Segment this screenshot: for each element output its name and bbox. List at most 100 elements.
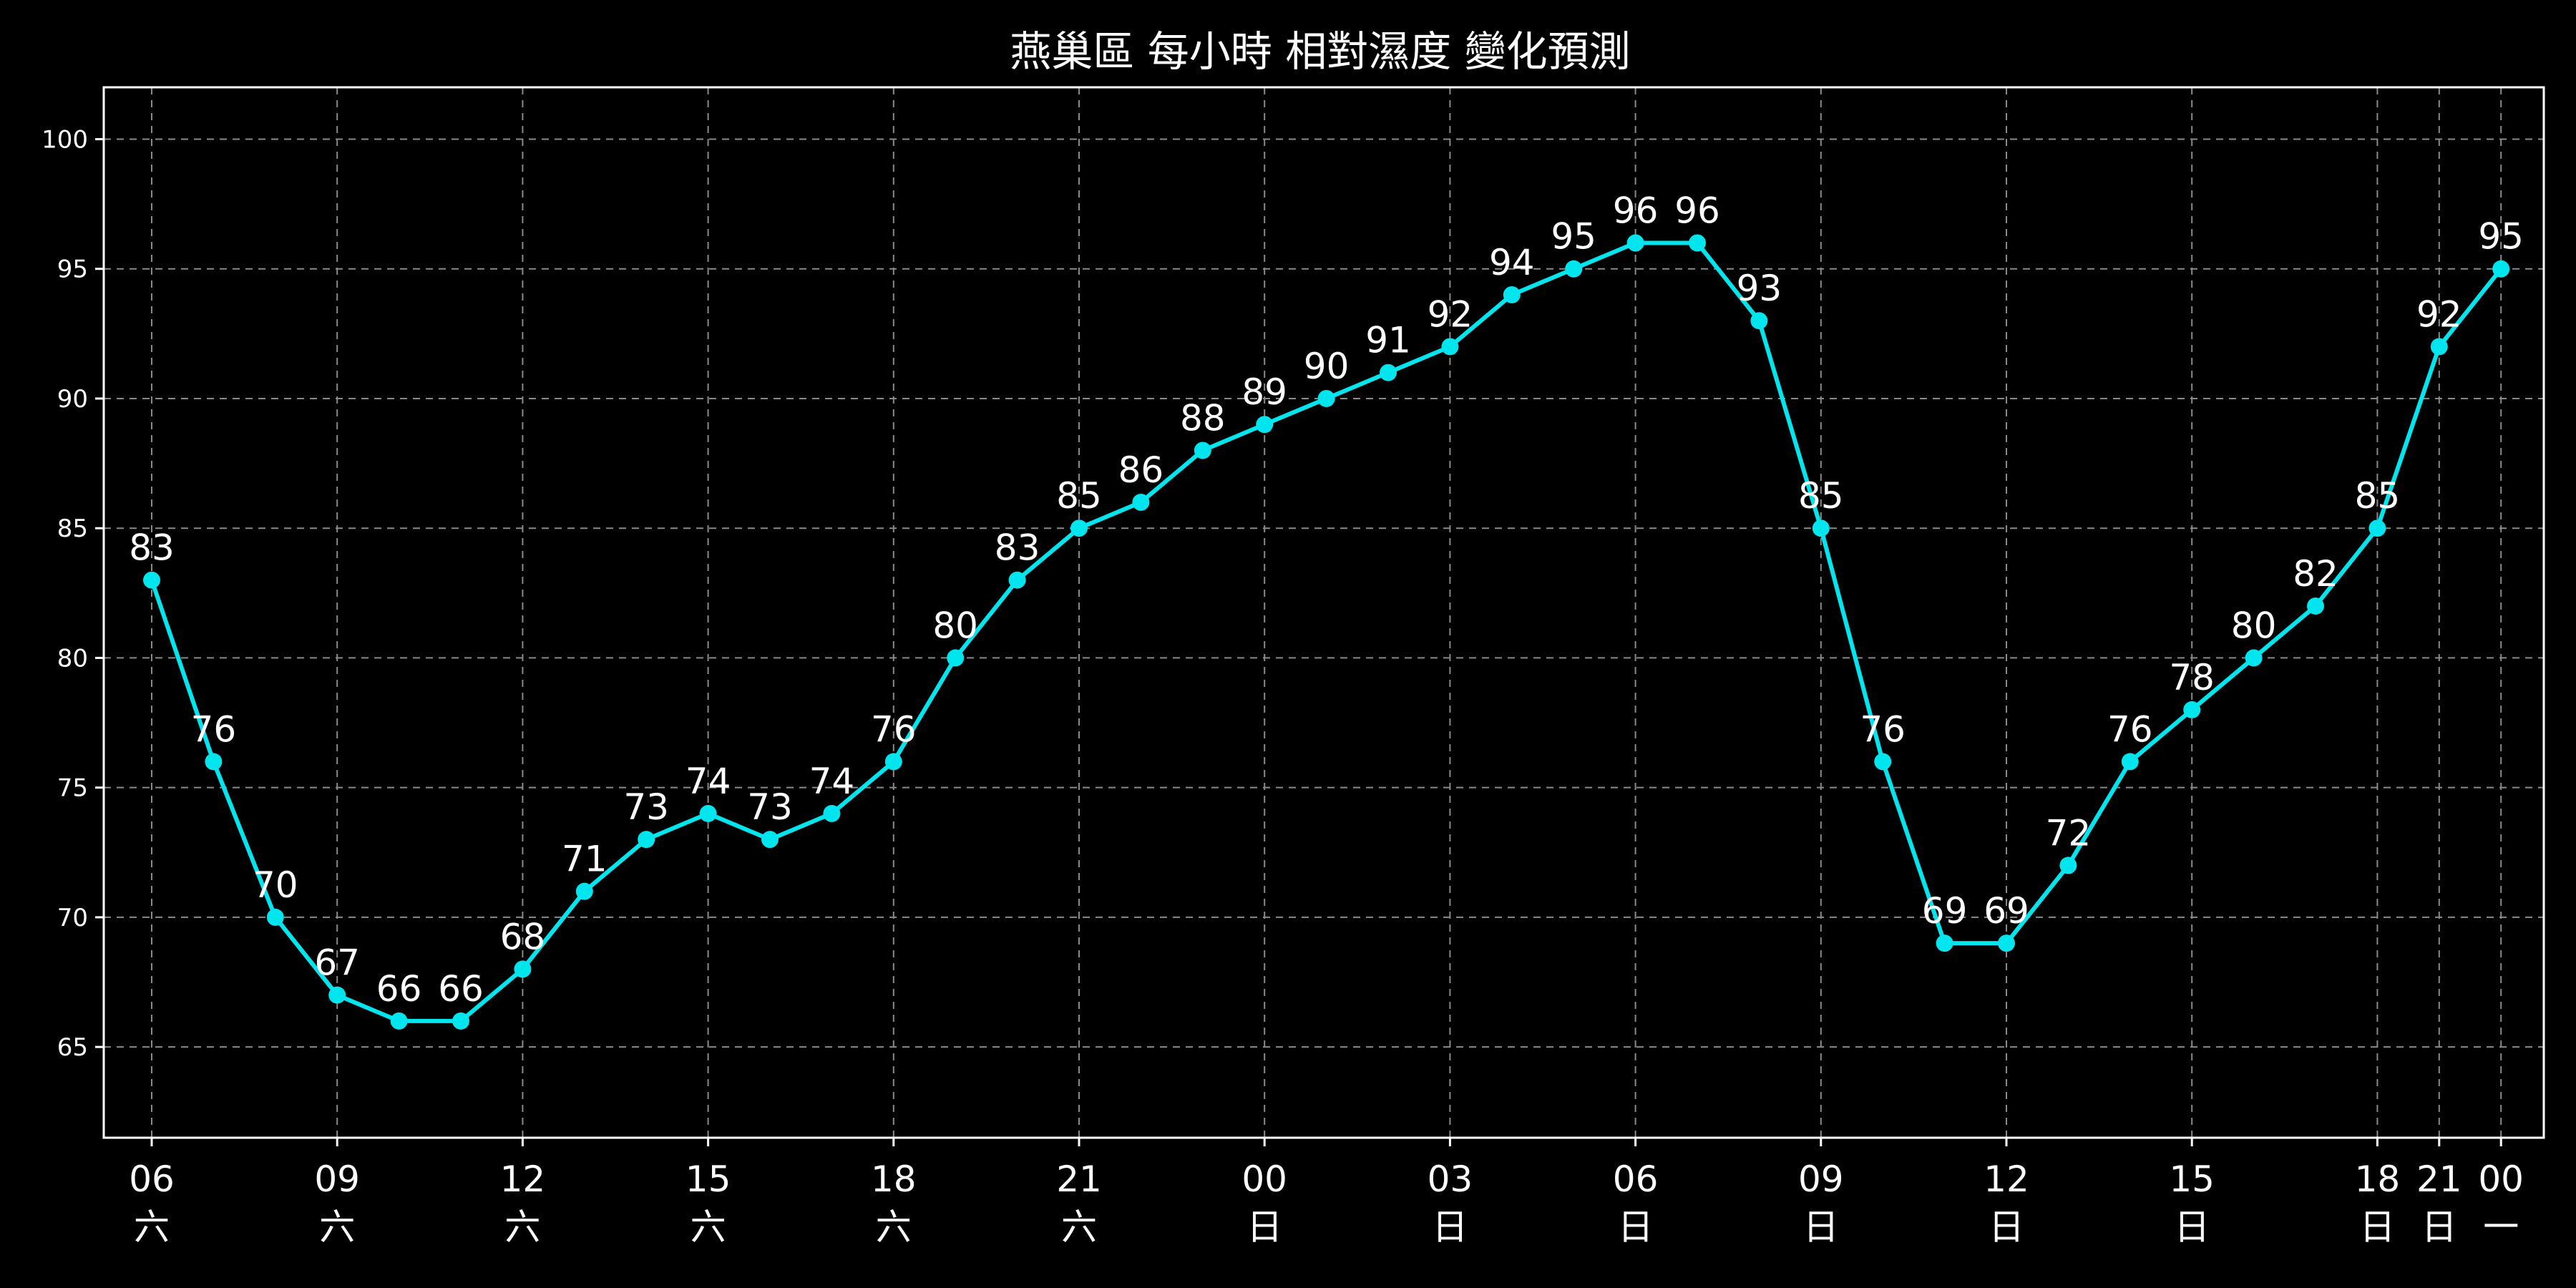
data-point [1750,312,1768,330]
data-label: 82 [2293,553,2338,595]
data-point [2492,260,2510,278]
data-point [1132,493,1150,511]
x-tick-day-label: 日 [1246,1206,1282,1248]
data-label: 86 [1118,449,1164,491]
data-label: 83 [129,527,175,569]
data-point [1194,441,1211,459]
data-label: 76 [1860,708,1906,750]
data-point [884,753,902,771]
data-label: 91 [1365,320,1411,361]
data-point [2368,519,2386,537]
data-point [328,986,346,1004]
data-point [1689,234,1706,252]
y-tick-label: 70 [57,904,88,932]
x-tick-day-label: 日 [1618,1206,1654,1248]
data-label: 94 [1489,242,1535,283]
data-point [390,1012,408,1030]
data-point [1626,234,1644,252]
y-tick-label: 85 [57,514,88,543]
data-point [1503,286,1521,303]
data-point [2307,597,2324,615]
data-label: 67 [314,942,360,984]
data-label: 76 [871,708,917,750]
data-point [266,908,284,926]
data-label: 69 [1922,890,1968,932]
x-tick-day-label: 日 [1432,1206,1468,1248]
x-tick-day-label: 六 [876,1206,912,1248]
x-tick-hour-label: 00 [2478,1158,2524,1200]
data-point [2121,753,2139,771]
data-label: 96 [1613,190,1659,231]
data-label: 85 [1056,475,1102,517]
data-point [1317,389,1335,407]
data-point [143,571,160,589]
data-label: 92 [1428,293,1473,335]
x-tick-hour-label: 15 [686,1158,731,1200]
data-point [2430,338,2448,356]
data-label: 66 [376,968,422,1010]
data-label: 78 [2169,657,2215,698]
data-label: 88 [1180,397,1226,439]
y-tick-label: 80 [57,644,88,673]
y-tick-label: 100 [42,125,88,154]
data-label: 72 [2046,812,2092,854]
data-label: 95 [1551,216,1596,258]
x-tick-hour-label: 06 [1613,1158,1659,1200]
data-label: 66 [438,968,484,1010]
data-label: 96 [1674,190,1720,231]
data-point [1380,364,1397,381]
y-tick-label: 90 [57,385,88,414]
data-label: 90 [1304,346,1350,387]
data-label: 74 [809,761,855,802]
x-tick-hour-label: 12 [1984,1158,2029,1200]
data-point [761,831,779,849]
data-label: 76 [191,708,237,750]
data-point [2245,649,2263,667]
data-label: 69 [1984,890,2029,932]
x-tick-day-label: 日 [1989,1206,2024,1248]
data-label: 73 [747,786,793,828]
y-tick-label: 65 [57,1033,88,1062]
data-point [2059,857,2077,874]
x-tick-day-label: 日 [2421,1206,2457,1248]
x-tick-hour-label: 21 [1056,1158,1102,1200]
data-point [699,804,717,822]
y-axis-ticks: 65 70 75 80 85 90 95 100 [42,125,104,1062]
data-label: 83 [995,527,1040,569]
x-tick-hour-label: 00 [1241,1158,1287,1200]
data-label: 92 [2416,293,2462,335]
data-label: 80 [2231,605,2277,646]
x-tick-day-label: 六 [319,1206,355,1248]
data-point [1441,338,1459,356]
x-axis-ticks: 06六09六12六15六18六21六00日03日06日09日12日15日18日2… [129,1138,2524,1248]
data-point [1936,935,1953,952]
data-label: 80 [932,605,978,646]
data-point [823,804,841,822]
x-tick-day-label: 日 [1803,1206,1839,1248]
x-tick-hour-label: 21 [2416,1158,2462,1200]
data-label: 76 [2107,708,2153,750]
data-label: 89 [1241,371,1287,413]
data-point [1874,753,1892,771]
data-point [452,1012,469,1030]
x-tick-day-label: 六 [504,1206,540,1248]
data-point [638,831,655,849]
x-tick-day-label: 日 [2359,1206,2395,1248]
x-tick-day-label: 六 [134,1206,170,1248]
data-point [2183,701,2201,718]
y-tick-label: 75 [57,774,88,803]
data-label: 85 [1798,475,1844,517]
x-tick-day-label: 日 [2174,1206,2210,1248]
x-tick-hour-label: 15 [2169,1158,2215,1200]
x-tick-day-label: 六 [691,1206,726,1248]
data-point [1998,935,2015,952]
x-tick-hour-label: 03 [1428,1158,1473,1200]
data-point [1008,571,1026,589]
data-label: 95 [2478,216,2524,258]
x-tick-hour-label: 09 [1798,1158,1844,1200]
data-points [143,234,2510,1030]
x-tick-day-label: 六 [1061,1206,1097,1248]
data-point [1812,519,1830,537]
